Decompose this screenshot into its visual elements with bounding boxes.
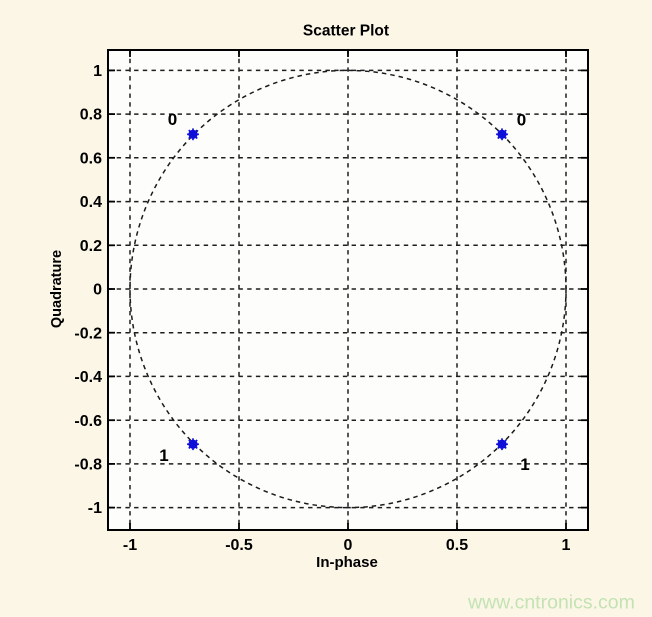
svg-text:-0.2: -0.2: [74, 325, 102, 342]
svg-text:www.cntronics.com: www.cntronics.com: [467, 592, 635, 614]
svg-text:0.5: 0.5: [446, 537, 468, 554]
svg-text:0.6: 0.6: [80, 150, 102, 167]
svg-text:-0.6: -0.6: [74, 413, 102, 430]
svg-text:1: 1: [159, 446, 168, 465]
svg-text:0.4: 0.4: [80, 194, 102, 211]
svg-text:Scatter Plot: Scatter Plot: [303, 23, 389, 40]
svg-text:In-phase: In-phase: [316, 554, 378, 571]
svg-text:0.2: 0.2: [80, 238, 102, 255]
svg-text:1: 1: [562, 537, 571, 554]
svg-text:-0.4: -0.4: [74, 369, 102, 386]
svg-text:1: 1: [520, 455, 529, 474]
svg-text:-1: -1: [123, 537, 137, 554]
svg-text:-1: -1: [88, 500, 102, 517]
svg-text:0.8: 0.8: [80, 107, 102, 124]
svg-text:0: 0: [168, 110, 177, 129]
svg-text:-0.8: -0.8: [74, 457, 102, 474]
svg-text:0: 0: [517, 111, 526, 130]
svg-text:-0.5: -0.5: [225, 537, 253, 554]
svg-text:Quadrature: Quadrature: [49, 250, 65, 328]
svg-text:1: 1: [93, 63, 102, 80]
svg-text:0: 0: [93, 282, 102, 299]
svg-text:0: 0: [344, 537, 353, 554]
